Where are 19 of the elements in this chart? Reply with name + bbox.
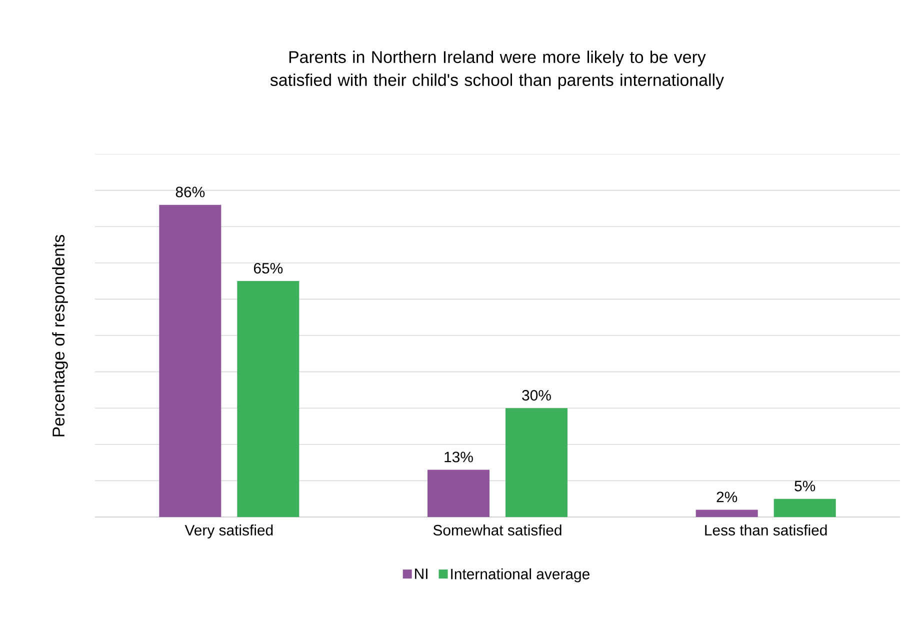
bar [159,204,222,517]
x-tick-label: Somewhat satisfied [433,524,562,536]
y-axis-title: Percentage of respondents [52,234,68,436]
data-label: 30% [522,390,551,401]
data-label: 86% [176,186,205,198]
bar [237,281,300,517]
bar [696,510,758,517]
bar [506,408,568,517]
bar [774,498,836,517]
x-tick-label: Less than satisfied [705,524,827,536]
legend-label: International average [451,568,590,582]
legend-label: NI [415,568,428,579]
bar [428,470,490,517]
data-label: 13% [444,452,473,462]
chart-title: Parents in Northern Ireland were more likely to be very satisfied with their child's school than parents internationally [270,50,724,90]
data-label: 2% [716,492,738,502]
data-label: 5% [794,480,816,492]
data-label: 65% [254,262,283,274]
x-tick-label: Very satisfied [184,524,273,538]
